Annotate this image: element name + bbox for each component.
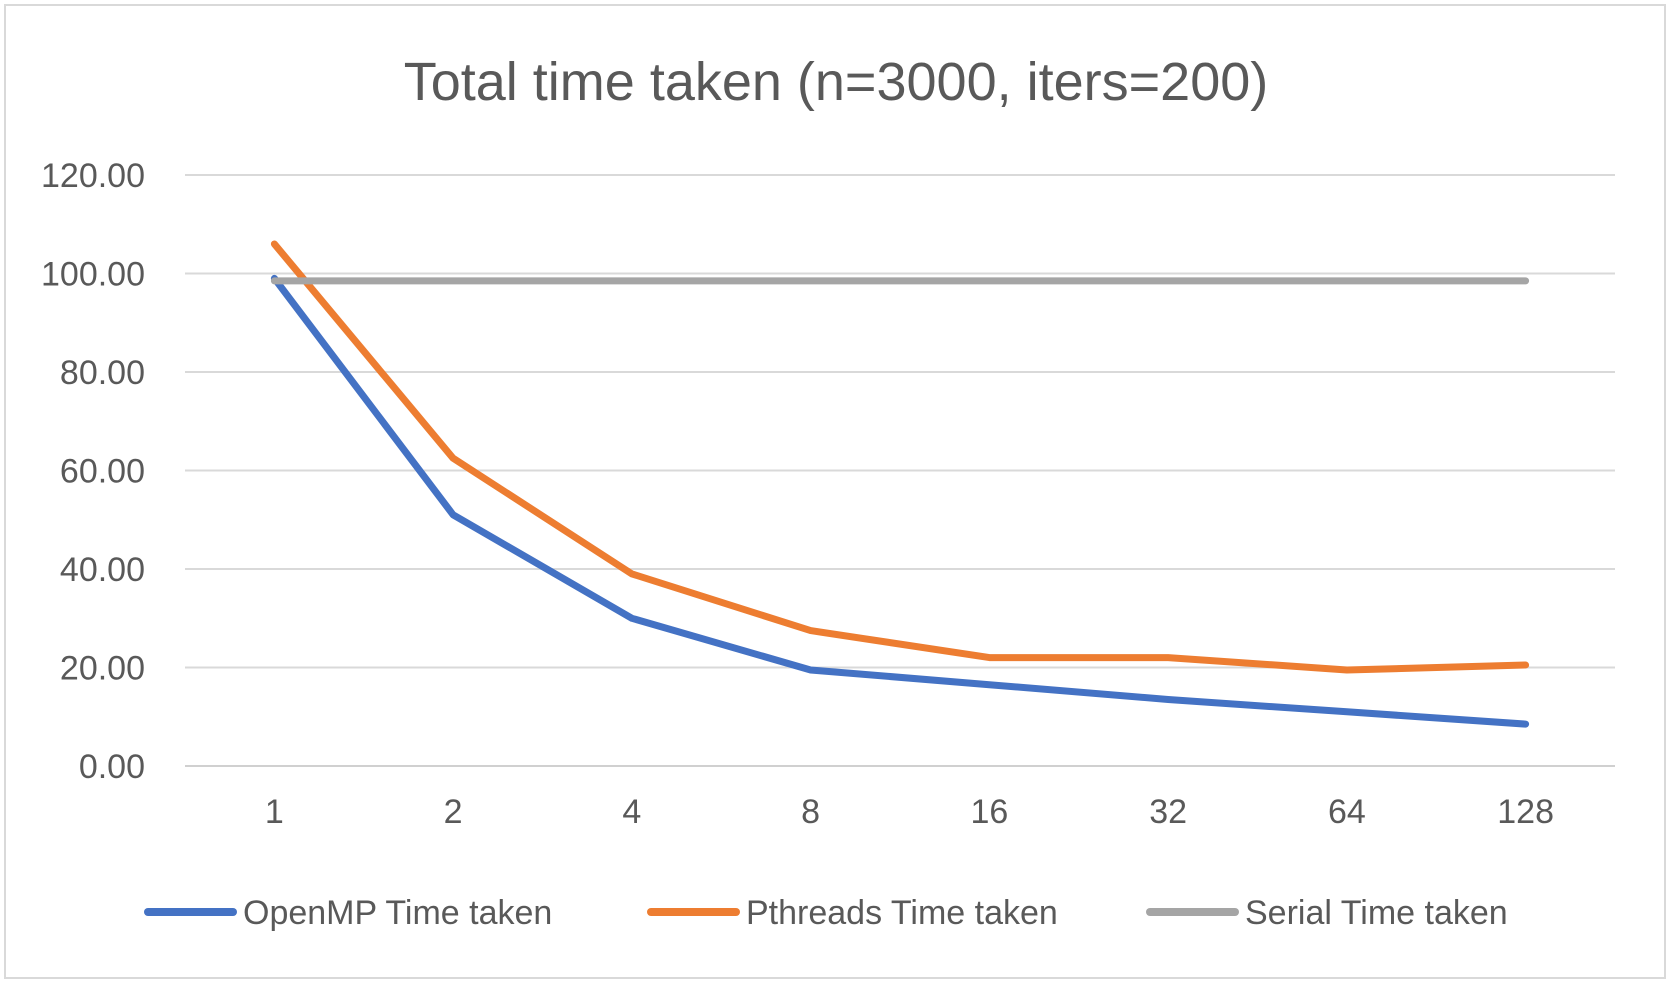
series-line-2 <box>270 240 1530 674</box>
y-tick-label: 0.00 <box>79 748 145 786</box>
x-tick-label: 32 <box>1149 793 1187 831</box>
y-tick-label: 20.00 <box>60 650 145 688</box>
y-tick-label: 40.00 <box>60 551 145 589</box>
y-tick-label: 60.00 <box>60 453 145 491</box>
series-line-1 <box>270 274 1530 728</box>
y-tick-label: 80.00 <box>60 354 145 392</box>
x-tick-label: 4 <box>622 793 641 831</box>
series-lines <box>270 240 1530 728</box>
x-tick-label: 1 <box>265 793 284 831</box>
chart-frame <box>4 4 1666 979</box>
x-tick-label: 16 <box>970 793 1008 831</box>
y-tick-label: 100.00 <box>41 256 145 294</box>
y-axis-tick-labels: 0.00 20.00 40.00 60.00 80.00 100.00 120.00 <box>41 157 145 786</box>
x-tick-label: 2 <box>444 793 463 831</box>
y-tick-label: 120.00 <box>41 157 145 195</box>
x-tick-label: 64 <box>1328 793 1366 831</box>
chart-title: Total time taken (n=3000, iters=200) <box>404 52 1269 112</box>
legend: OpenMP Time taken Pthreads Time taken Seri… <box>144 894 1508 932</box>
legend-label: OpenMP Time taken <box>243 894 552 932</box>
legend-label: Serial Time taken <box>1245 894 1508 932</box>
legend-label: Pthreads Time taken <box>746 894 1058 932</box>
x-tick-label: 128 <box>1497 793 1554 831</box>
x-axis-tick-labels: 1 2 4 8 16 32 64 128 <box>265 793 1554 831</box>
x-tick-label: 8 <box>801 793 820 831</box>
